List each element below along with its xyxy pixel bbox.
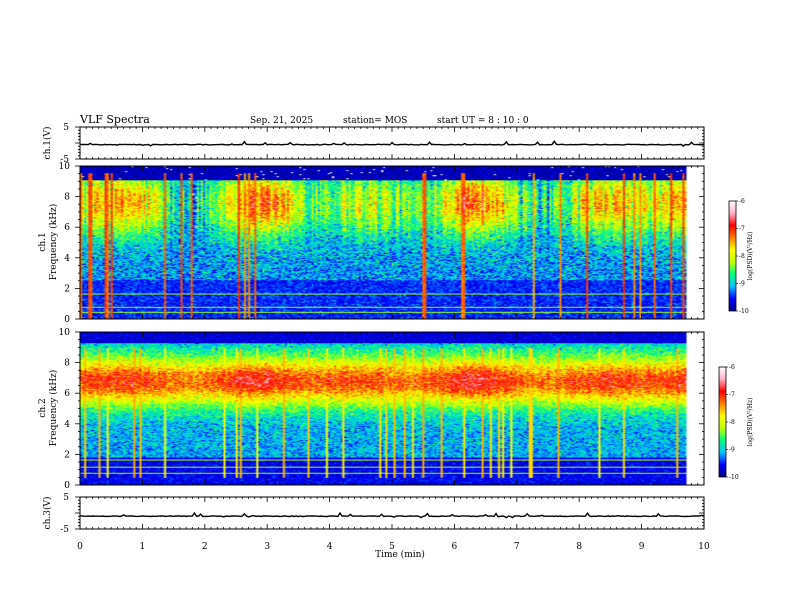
s1-ytick-label-3: 6 — [64, 223, 70, 233]
axis-ticks — [75, 126, 705, 530]
x-tick-label-4: 4 — [327, 542, 333, 552]
s2-ytick-label-4: 8 — [64, 359, 70, 369]
x-tick-label-9: 9 — [639, 542, 645, 552]
colorbar-tick-label-0-1: -7 — [739, 226, 745, 233]
colorbar-tick-label-1-4: -10 — [729, 474, 739, 481]
ch1-spec-ylabel-bottom: Frequency (kHz) — [48, 204, 59, 281]
s1-ytick-label-5: 10 — [59, 162, 71, 172]
x-tick-label-10: 10 — [698, 542, 710, 552]
ch1-ytick-top: 5 — [63, 123, 69, 133]
x-tick-label-2: 2 — [202, 542, 208, 552]
ch1-ytick-bottom: -5 — [60, 155, 69, 165]
colorbar-tick-label-0-4: -10 — [739, 308, 749, 315]
ch3-wave-ylabel: ch.3(V) — [42, 497, 53, 530]
x-tick-label-8: 8 — [576, 542, 582, 552]
s2-ytick-label-2: 4 — [64, 420, 70, 430]
s1-ytick-label-1: 2 — [64, 284, 70, 294]
colorbar-tick-label-0-3: -9 — [739, 281, 745, 288]
colorbar-tick-label-1-0: -6 — [729, 364, 735, 371]
x-tick-label-3: 3 — [264, 542, 270, 552]
s2-ytick-label-3: 6 — [64, 389, 70, 399]
s1-ytick-label-2: 4 — [64, 254, 70, 264]
ch1-wave-ylabel: ch.1(V) — [42, 127, 53, 160]
colorbar-tick-label-1-1: -7 — [729, 392, 735, 399]
ch1-spec-ylabel-top: ch.1 — [38, 232, 48, 251]
ch1-spectrogram — [80, 166, 695, 319]
s2-ytick-label-0: 0 — [64, 481, 70, 491]
start-time-label: start UT = 8 : 10 : 0 — [437, 116, 529, 126]
colorbar-tick-label-0-0: -6 — [739, 198, 745, 205]
ch2-colorbar-fill — [718, 366, 727, 478]
s1-ytick-label-4: 8 — [64, 193, 70, 203]
x-tick-label-1: 1 — [140, 542, 146, 552]
colorbar-tick-label-1-3: -9 — [729, 447, 735, 454]
x-tick-labels: 0 1 2 3 4 5 6 7 8 9 10 — [77, 542, 710, 552]
ch3-ytick-top: 5 — [63, 493, 69, 503]
station-label: station= MOS — [343, 116, 407, 126]
x-tick-label-7: 7 — [514, 542, 520, 552]
ch1-colorbar-label: log(PSD)(V²/Hz) — [747, 232, 754, 281]
ch2-spec-ylabel-top: ch.2 — [38, 398, 48, 417]
colorbar-ticks: -6 -7 -8 -9 -10 -6 -7 -8 -9 -10 — [726, 198, 749, 481]
s1-ytick-label-0: 0 — [64, 315, 70, 325]
chart-title: VLF Spectra — [79, 113, 150, 126]
ch3-trace — [79, 511, 705, 519]
colorbar-tick-label-1-2: -8 — [729, 419, 735, 426]
s2-ytick-label-5: 10 — [59, 328, 71, 338]
spectrogram-ytick-labels: 0 2 4 6 8 10 0 2 4 6 8 10 — [59, 162, 71, 491]
x-tick-label-0: 0 — [77, 542, 83, 552]
x-tick-label-5: 5 — [389, 542, 395, 552]
ch1-colorbar-fill — [728, 200, 737, 312]
ch2-spectrogram — [80, 332, 695, 485]
ch2-spec-ylabel-bottom: Frequency (kHz) — [48, 370, 59, 447]
ch3-ytick-bottom: -5 — [60, 525, 69, 535]
ch1-trace — [80, 139, 705, 147]
colorbar-tick-label-0-2: -8 — [739, 253, 745, 260]
x-axis-label: Time (min) — [375, 549, 425, 560]
ch2-colorbar-label: log(PSD)(V²/Hz) — [747, 398, 754, 447]
x-tick-label-6: 6 — [452, 542, 458, 552]
s2-ytick-label-1: 2 — [64, 450, 70, 460]
date-label: Sep. 21, 2025 — [250, 116, 313, 126]
